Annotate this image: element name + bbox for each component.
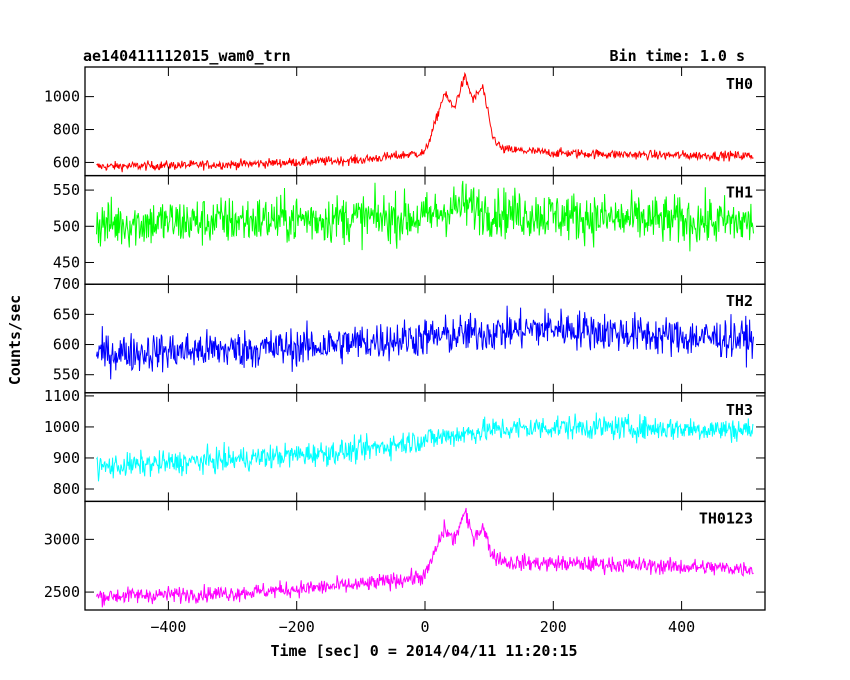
panels-group: 600 800 1000 TH0 450 500 550 TH1 550 600 650 700 TH2… [44,66,766,611]
panel-th0123: 2500 3000 TH0123 [44,500,766,611]
x-tick-label: 0 [420,618,429,636]
y-tick-label: 800 [53,121,80,139]
x-tick-label: −400 [150,618,186,636]
series-line-th3 [96,412,754,482]
y-tick-label: 500 [53,217,80,235]
panel-clip [96,412,754,482]
series-line-th1 [96,180,754,252]
plot-title: ae140411112015_wam0_trn [83,47,291,65]
panel-clip [96,507,754,608]
panel-th3: 800 900 1000 1100 TH3 [44,387,766,503]
panel-frame [84,66,766,177]
bin-time-label: Bin time: 1.0 s [610,47,745,65]
panel-label: TH1 [726,184,753,202]
series-line-th0123 [96,507,754,608]
y-tick-label: 3000 [44,530,80,548]
series-line-th0 [96,71,754,173]
y-tick-label: 600 [53,153,80,171]
panel-clip [96,180,754,252]
panel-label: TH2 [726,292,753,310]
y-tick-label: 1000 [44,418,80,436]
y-tick-label: 1000 [44,88,80,106]
x-axis-label: Time [sec] 0 = 2014/04/11 11:20:15 [270,642,577,660]
panel-frame [84,392,766,503]
y-tick-label: 1100 [44,387,80,405]
x-tick-label: 200 [540,618,567,636]
panel-clip [96,305,754,380]
panel-label: TH0123 [699,509,753,527]
x-tick-label: −200 [279,618,315,636]
y-tick-label: 550 [53,366,80,384]
panel-th0: 600 800 1000 TH0 [44,66,766,177]
y-tick-label: 700 [53,275,80,293]
panel-clip [96,71,754,173]
y-tick-label: 650 [53,305,80,323]
y-tick-label: 800 [53,480,80,498]
panel-label: TH3 [726,401,753,419]
x-axis: −400 −200 0 200 400 [150,618,695,636]
series-line-th2 [96,305,754,380]
panel-th2: 550 600 650 700 TH2 [53,275,766,394]
y-tick-label: 900 [53,449,80,467]
y-axis-label: Counts/sec [6,295,24,385]
panel-label: TH0 [726,75,753,93]
y-tick-label: 550 [53,181,80,199]
y-tick-label: 600 [53,336,80,354]
y-tick-label: 450 [53,253,80,271]
y-tick-label: 2500 [44,583,80,601]
x-tick-label: 400 [668,618,695,636]
panel-th1: 450 500 550 TH1 [53,174,766,285]
